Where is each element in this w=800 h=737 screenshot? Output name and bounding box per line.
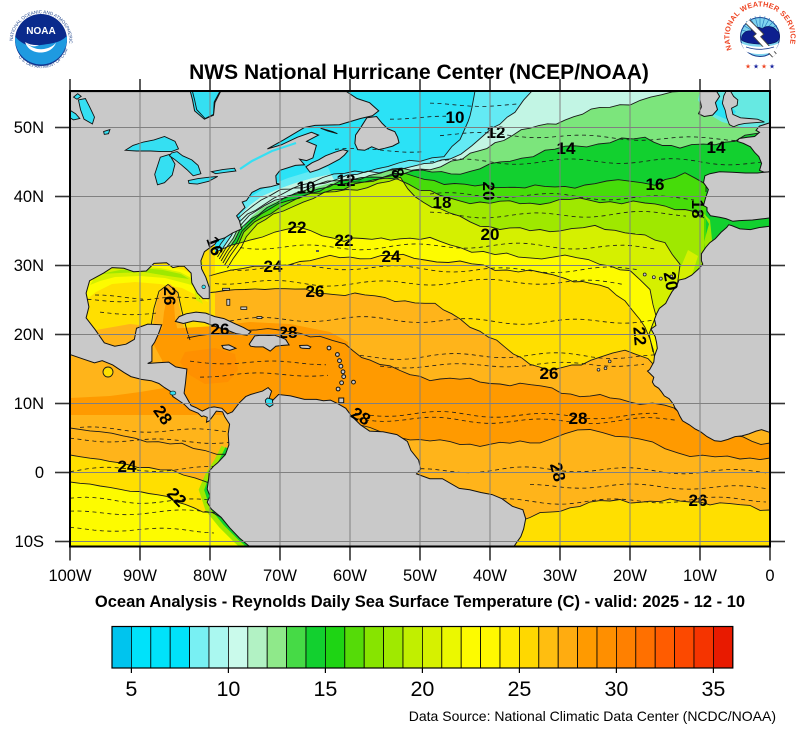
svg-text:20W: 20W <box>613 567 647 585</box>
svg-text:24: 24 <box>382 247 401 266</box>
svg-text:★: ★ <box>769 63 775 71</box>
svg-text:Data Source: National Climatic: Data Source: National Climatic Data Cent… <box>409 708 776 724</box>
svg-text:10: 10 <box>297 178 316 197</box>
svg-text:15: 15 <box>313 677 337 701</box>
svg-text:22: 22 <box>335 231 354 250</box>
svg-text:12: 12 <box>487 123 506 142</box>
svg-text:30W: 30W <box>543 567 577 585</box>
svg-text:18: 18 <box>688 200 707 219</box>
svg-text:16: 16 <box>646 175 665 194</box>
svg-text:10: 10 <box>216 677 240 701</box>
svg-text:40W: 40W <box>473 567 507 585</box>
svg-text:12: 12 <box>337 171 356 190</box>
svg-text:50W: 50W <box>403 567 437 585</box>
svg-text:★: ★ <box>745 63 751 71</box>
svg-text:10W: 10W <box>683 567 717 585</box>
svg-text:25: 25 <box>507 677 531 701</box>
svg-text:26: 26 <box>211 320 230 339</box>
svg-text:22: 22 <box>629 326 650 347</box>
svg-text:10N: 10N <box>14 395 44 413</box>
svg-text:14: 14 <box>557 139 576 158</box>
svg-text:14: 14 <box>707 138 726 157</box>
svg-text:10S: 10S <box>15 533 44 551</box>
svg-text:10: 10 <box>446 108 465 127</box>
svg-text:80W: 80W <box>193 567 227 585</box>
svg-text:NWS National Hurricane Center: NWS National Hurricane Center (NCEP/NOAA… <box>189 61 649 84</box>
svg-text:Ocean Analysis - Reynolds Dail: Ocean Analysis - Reynolds Daily Sea Surf… <box>95 593 745 611</box>
svg-text:20: 20 <box>479 182 498 201</box>
svg-text:24: 24 <box>264 257 283 276</box>
svg-text:35: 35 <box>701 677 725 701</box>
svg-text:20: 20 <box>410 677 434 701</box>
svg-text:26: 26 <box>160 287 179 306</box>
svg-text:30N: 30N <box>14 257 44 275</box>
svg-text:28: 28 <box>279 323 298 342</box>
svg-text:20N: 20N <box>14 326 44 344</box>
svg-text:26: 26 <box>689 491 708 510</box>
svg-text:30: 30 <box>604 677 628 701</box>
svg-text:28: 28 <box>569 409 588 428</box>
svg-text:0: 0 <box>35 464 44 482</box>
svg-text:20: 20 <box>660 270 682 292</box>
svg-text:40N: 40N <box>14 188 44 206</box>
svg-text:0: 0 <box>765 567 774 585</box>
svg-text:26: 26 <box>306 282 325 301</box>
svg-text:24: 24 <box>118 457 137 476</box>
svg-text:18: 18 <box>433 193 452 212</box>
svg-text:70W: 70W <box>263 567 297 585</box>
svg-text:90W: 90W <box>123 567 157 585</box>
svg-text:50N: 50N <box>14 119 44 137</box>
svg-text:26: 26 <box>540 364 559 383</box>
svg-text:NOAA: NOAA <box>26 26 55 37</box>
svg-text:100W: 100W <box>48 567 92 585</box>
svg-text:★: ★ <box>753 63 759 71</box>
svg-text:★: ★ <box>761 63 767 71</box>
svg-text:22: 22 <box>288 218 307 237</box>
svg-text:5: 5 <box>125 677 137 701</box>
svg-text:60W: 60W <box>333 567 367 585</box>
